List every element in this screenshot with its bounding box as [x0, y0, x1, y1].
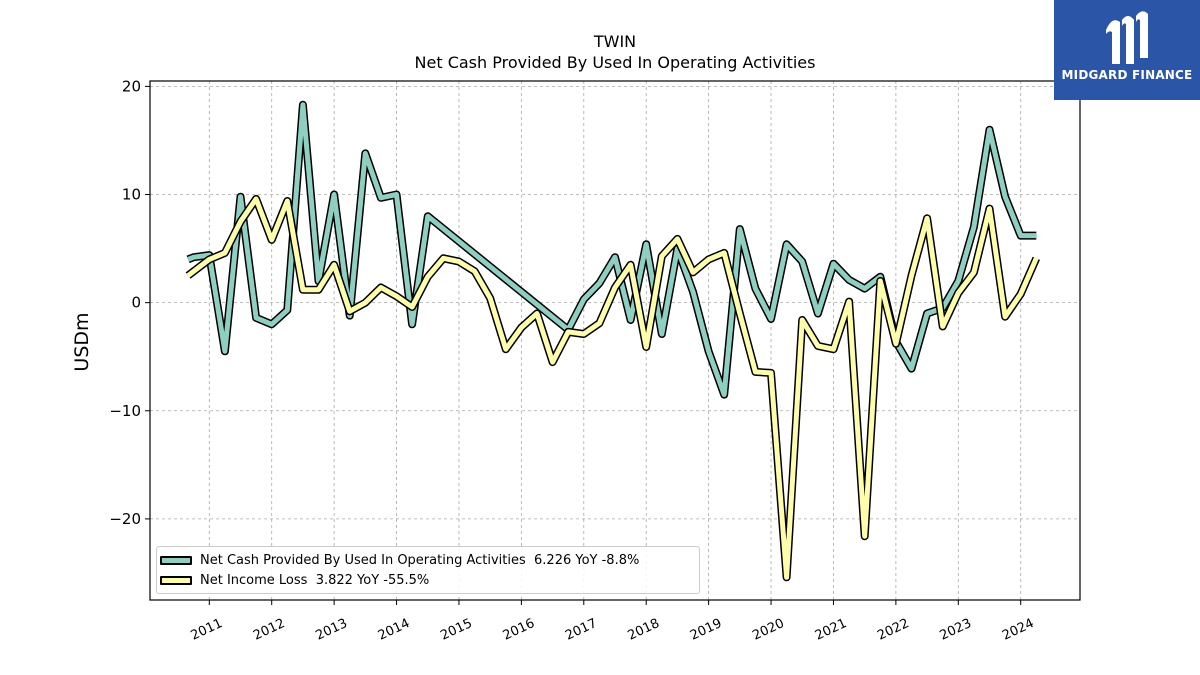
midgard-logo-icon: [1106, 11, 1148, 64]
series-operating-cash-line: [187, 102, 1037, 398]
legend-item-operating-cash: Net Cash Provided By Used In Operating A…: [157, 550, 639, 570]
legend: Net Cash Provided By Used In Operating A…: [156, 546, 700, 594]
chart-title: TWIN: [593, 32, 636, 51]
x-tick-label: 2020: [750, 616, 786, 644]
y-tick-label: 10: [122, 186, 141, 204]
x-tick-label: 2016: [501, 616, 537, 644]
x-tick-label: 2019: [688, 616, 724, 644]
legend-label-net-income: Net Income Loss 3.822 YoY -55.5%: [200, 572, 430, 588]
y-tick-label: 20: [122, 77, 141, 95]
logo-text: MIDGARD FINANCE: [1061, 68, 1193, 82]
legend-swatch-operating-cash: [160, 555, 192, 565]
x-tick-label: 2021: [813, 616, 849, 644]
y-axis-label: USDm: [71, 312, 93, 371]
series-net-income-line: [186, 196, 1039, 580]
legend-swatch-net-income: [160, 575, 192, 585]
y-tick-label: 0: [131, 294, 141, 312]
x-tick-label: 2017: [563, 616, 599, 644]
brand-logo: MIDGARD FINANCE: [1054, 0, 1200, 100]
x-tick-label: 2015: [438, 616, 474, 644]
y-tick-label: −10: [109, 402, 141, 420]
x-tick-label: 2011: [189, 616, 225, 644]
x-tick-label: 2014: [376, 616, 412, 644]
grid: [150, 81, 1080, 600]
x-tick-label: 2024: [1000, 616, 1036, 644]
x-tick-label: 2018: [626, 616, 662, 644]
x-tick-label: 2023: [938, 616, 974, 644]
x-tick-label: 2012: [251, 616, 287, 644]
legend-label-operating-cash: Net Cash Provided By Used In Operating A…: [200, 552, 640, 568]
series-layer: [185, 100, 1040, 582]
plot-frame: [149, 80, 1081, 601]
y-tick-label: −20: [109, 510, 141, 528]
legend-item-net-income: Net Income Loss 3.822 YoY -55.5%: [157, 570, 429, 590]
series-operating-cash: [186, 100, 1037, 399]
x-tick-label: 2022: [875, 616, 911, 644]
chart-subtitle: Net Cash Provided By Used In Operating A…: [415, 53, 816, 72]
series-net-income: [185, 194, 1040, 582]
x-tick-label: 2013: [313, 616, 349, 644]
